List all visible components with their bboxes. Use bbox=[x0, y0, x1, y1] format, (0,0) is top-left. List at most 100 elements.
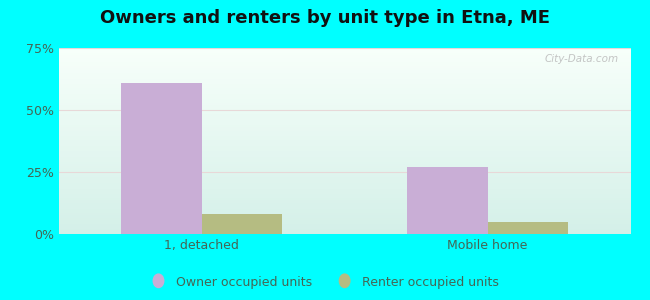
Bar bbox=[58, 226, 630, 228]
Bar bbox=[58, 54, 630, 56]
Bar bbox=[58, 50, 630, 52]
Bar bbox=[58, 163, 630, 165]
Bar bbox=[58, 74, 630, 76]
Bar bbox=[58, 104, 630, 106]
Bar bbox=[58, 228, 630, 230]
Bar bbox=[58, 191, 630, 193]
Bar bbox=[58, 215, 630, 217]
Bar bbox=[58, 132, 630, 134]
Bar bbox=[58, 197, 630, 199]
Bar bbox=[58, 65, 630, 67]
Bar bbox=[58, 102, 630, 104]
Bar bbox=[58, 115, 630, 117]
Bar bbox=[58, 148, 630, 150]
Bar bbox=[58, 175, 630, 176]
Bar bbox=[58, 182, 630, 184]
Bar bbox=[58, 145, 630, 147]
Bar bbox=[58, 143, 630, 145]
Bar bbox=[58, 167, 630, 169]
Bar bbox=[408, 167, 488, 234]
Bar bbox=[58, 204, 630, 206]
Bar bbox=[58, 89, 630, 91]
Bar bbox=[58, 225, 630, 226]
Bar bbox=[58, 161, 630, 163]
Bar bbox=[58, 107, 630, 110]
Bar bbox=[58, 150, 630, 152]
Bar bbox=[58, 52, 630, 54]
Bar bbox=[58, 98, 630, 100]
Bar bbox=[58, 200, 630, 202]
Bar bbox=[58, 195, 630, 197]
Bar bbox=[58, 70, 630, 72]
Bar bbox=[58, 110, 630, 111]
Bar bbox=[58, 214, 630, 215]
Bar bbox=[58, 87, 630, 89]
Bar bbox=[58, 135, 630, 137]
Bar bbox=[58, 59, 630, 61]
Bar bbox=[58, 76, 630, 78]
Legend: Owner occupied units, Renter occupied units: Owner occupied units, Renter occupied un… bbox=[146, 271, 504, 294]
Bar bbox=[58, 188, 630, 189]
Text: Owners and renters by unit type in Etna, ME: Owners and renters by unit type in Etna,… bbox=[100, 9, 550, 27]
Bar bbox=[58, 152, 630, 154]
Bar bbox=[58, 61, 630, 63]
Bar bbox=[58, 100, 630, 102]
Bar bbox=[58, 134, 630, 135]
Bar bbox=[58, 117, 630, 119]
Bar bbox=[58, 219, 630, 221]
Bar bbox=[58, 111, 630, 113]
Bar bbox=[58, 160, 630, 161]
Bar bbox=[58, 67, 630, 68]
Bar bbox=[58, 126, 630, 128]
Bar bbox=[58, 139, 630, 141]
Bar bbox=[58, 121, 630, 122]
Bar bbox=[58, 176, 630, 178]
Bar bbox=[58, 122, 630, 124]
Bar bbox=[58, 202, 630, 204]
Bar bbox=[58, 154, 630, 156]
Bar bbox=[58, 93, 630, 94]
Text: City-Data.com: City-Data.com bbox=[545, 54, 619, 64]
Bar bbox=[58, 212, 630, 214]
Bar bbox=[58, 94, 630, 96]
Bar bbox=[58, 193, 630, 195]
Bar bbox=[58, 56, 630, 57]
Bar bbox=[58, 130, 630, 132]
Bar bbox=[58, 184, 630, 186]
Bar bbox=[58, 78, 630, 80]
Bar bbox=[58, 48, 630, 50]
Bar bbox=[58, 57, 630, 59]
Bar bbox=[58, 147, 630, 148]
Bar bbox=[58, 189, 630, 191]
Bar bbox=[58, 156, 630, 158]
Bar bbox=[58, 199, 630, 200]
Bar bbox=[58, 208, 630, 210]
Bar bbox=[58, 210, 630, 212]
Bar bbox=[58, 232, 630, 234]
Bar bbox=[58, 223, 630, 225]
Bar bbox=[58, 91, 630, 93]
Bar bbox=[58, 206, 630, 208]
Bar bbox=[58, 119, 630, 121]
Bar bbox=[58, 68, 630, 70]
Bar bbox=[58, 106, 630, 107]
Bar bbox=[58, 186, 630, 188]
Bar bbox=[58, 165, 630, 167]
Bar bbox=[58, 85, 630, 87]
Bar bbox=[58, 221, 630, 223]
Bar bbox=[58, 80, 630, 82]
Bar bbox=[58, 171, 630, 172]
Bar bbox=[58, 137, 630, 139]
Bar bbox=[58, 82, 630, 83]
Bar bbox=[58, 113, 630, 115]
Bar bbox=[58, 63, 630, 65]
Bar bbox=[202, 214, 281, 234]
Bar bbox=[58, 141, 630, 143]
Bar bbox=[58, 158, 630, 160]
Bar bbox=[58, 178, 630, 180]
Bar bbox=[58, 172, 630, 175]
Bar bbox=[58, 72, 630, 74]
Bar bbox=[58, 96, 630, 98]
Bar bbox=[58, 124, 630, 126]
Bar bbox=[58, 217, 630, 219]
